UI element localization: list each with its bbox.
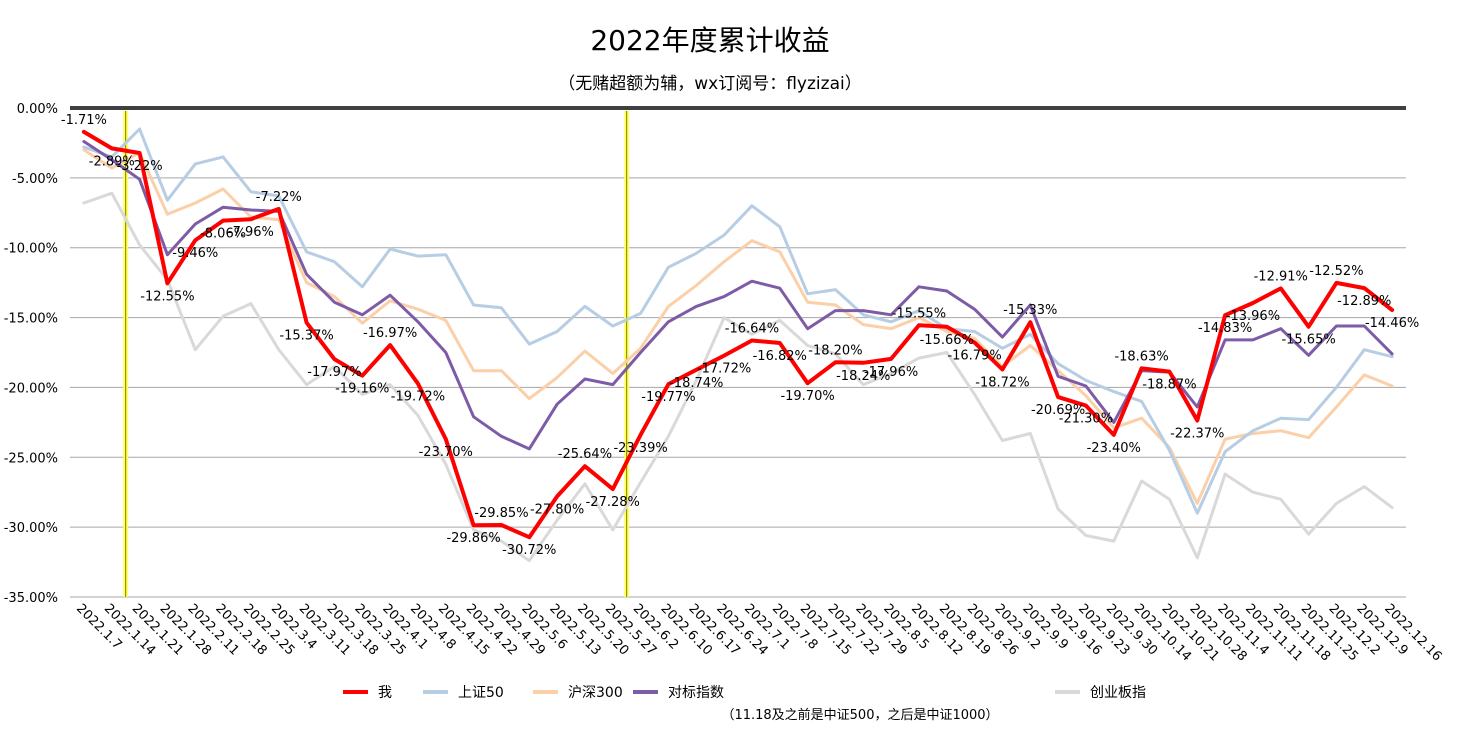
data-label: -19.77% (641, 390, 695, 405)
data-label: -18.72% (975, 376, 1029, 391)
data-label: -12.52% (1309, 264, 1363, 279)
series-line-创业板指 (82, 191, 1394, 563)
data-label: -18.74% (669, 376, 723, 391)
data-label: -23.40% (1087, 441, 1141, 456)
legend-label: 创业板指 (1090, 685, 1146, 701)
data-label: -18.24% (836, 369, 890, 384)
data-label: -18.20% (808, 343, 862, 358)
chart-title: 2022年度累计收益 (590, 24, 829, 57)
y-tick-label: -35.00% (4, 591, 58, 606)
data-label: -2.89% (89, 154, 135, 169)
data-label: -9.46% (172, 246, 218, 261)
data-label: -8.06% (200, 227, 246, 242)
legend-label: 我 (378, 685, 392, 701)
data-label: -19.70% (780, 389, 834, 404)
y-tick-label: -30.00% (4, 521, 58, 536)
data-label: -12.91% (1254, 269, 1308, 284)
chart-subtitle: （无赌超额为辅，wx订阅号：flyzizai） (558, 74, 861, 94)
data-label: -3.22% (117, 159, 163, 174)
data-labels: -1.71%-2.89%-3.22%-12.55%-9.46%-8.06%-7.… (61, 113, 1419, 558)
y-tick-label: -15.00% (4, 312, 58, 327)
legend-note: （11.18及之前是中证500，之后是中证1000） (721, 707, 998, 723)
data-label: -17.96% (864, 365, 918, 380)
series (81, 127, 1395, 563)
data-label: -1.71% (61, 113, 107, 128)
data-label: -14.83% (1198, 321, 1252, 336)
series-line-上证50 (82, 127, 1394, 515)
data-label: -16.64% (725, 321, 779, 336)
data-label: -29.86% (446, 531, 500, 546)
legend-label: 沪深300 (568, 685, 623, 701)
data-label: -15.37% (279, 329, 333, 344)
data-label: -19.16% (335, 382, 389, 397)
data-label: -21.30% (1059, 412, 1113, 427)
y-tick-label: 0.00% (17, 102, 58, 117)
data-label: -15.33% (1003, 303, 1057, 318)
data-label: -16.97% (363, 326, 417, 341)
data-label: -16.79% (947, 349, 1001, 364)
series-line-我 (81, 129, 1395, 540)
data-label: -18.63% (1114, 349, 1168, 364)
data-label: -23.70% (419, 445, 473, 460)
data-label: -12.55% (140, 289, 194, 304)
data-label: -13.96% (1226, 309, 1280, 324)
legend-label: 上证50 (458, 685, 504, 701)
data-label: -23.39% (613, 441, 667, 456)
x-axis-ticks: 2022.1.72022.1.142022.1.212022.1.282022.… (73, 601, 1444, 664)
data-label: -16.82% (753, 349, 807, 364)
data-label: -17.97% (307, 365, 361, 380)
data-label: -30.72% (502, 543, 556, 558)
y-tick-label: -25.00% (4, 451, 58, 466)
highlight-markers (123, 111, 630, 597)
data-label: -27.28% (586, 495, 640, 510)
data-label: -15.55% (892, 306, 946, 321)
data-label: -15.66% (920, 333, 974, 348)
data-label: -20.69% (1031, 403, 1085, 418)
data-label: -12.89% (1337, 294, 1391, 309)
y-tick-label: -5.00% (12, 172, 58, 187)
legend-label: 对标指数 (668, 685, 724, 701)
data-label: -27.80% (530, 502, 584, 517)
data-label: -25.64% (558, 447, 612, 462)
y-tick-label: -10.00% (4, 242, 58, 257)
data-label: -7.22% (256, 190, 302, 205)
data-label: -19.72% (391, 390, 445, 405)
y-tick-label: -20.00% (4, 381, 58, 396)
legend: 我 上证50 沪深300 对标指数 创业板指 (343, 685, 1146, 701)
series-line-对标指数 (82, 140, 1394, 451)
series-line-沪深300 (82, 148, 1394, 505)
grid: 0.00% -5.00% -10.00% -15.00% -20.00% -25.00% -… (4, 102, 1406, 606)
data-label: -15.65% (1281, 333, 1335, 348)
data-label: -14.46% (1365, 316, 1419, 331)
data-label: -29.85% (474, 506, 528, 521)
data-label: -17.72% (697, 362, 751, 377)
data-label: -18.87% (1142, 378, 1196, 393)
data-label: -22.37% (1170, 427, 1224, 442)
data-label: -7.96% (228, 225, 274, 240)
